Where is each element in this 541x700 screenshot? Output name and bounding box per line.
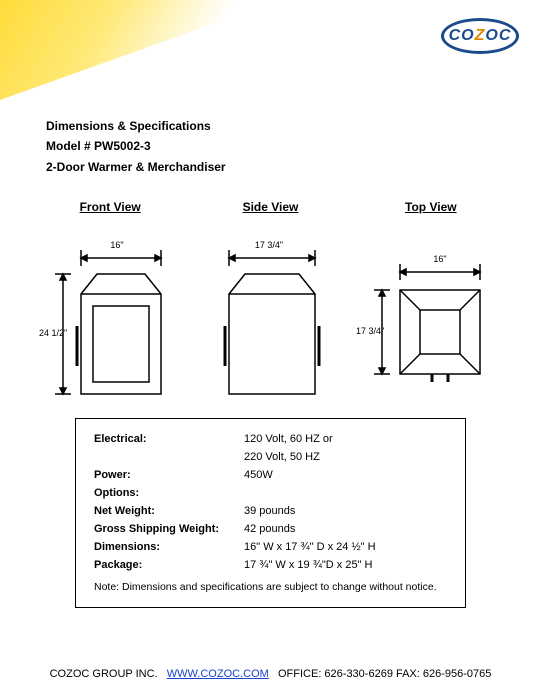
front-height-dim: 24 1/2" [39, 328, 67, 338]
top-view: Top View [356, 200, 506, 406]
side-width-dim: 17 3/4" [255, 240, 283, 250]
package-val: 17 ¾" W x 19 ¾"D x 25" H [244, 559, 447, 571]
front-view-title: Front View [80, 200, 141, 214]
spec-row-gross: Gross Shipping Weight: 42 pounds [94, 523, 447, 535]
power-label: Power: [94, 469, 244, 481]
spec-row-package: Package: 17 ¾" W x 19 ¾"D x 25" H [94, 559, 447, 571]
side-view-drawing: 17 3/4" [195, 236, 345, 406]
electrical-val2: 220 Volt, 50 HZ [244, 451, 447, 463]
front-view: Front View [35, 200, 185, 406]
power-val: 450W [244, 469, 447, 481]
spec-row-electrical: Electrical: 120 Volt, 60 HZ or [94, 433, 447, 445]
top-depth-dim: 17 3/4" [356, 326, 384, 336]
top-view-title: Top View [405, 200, 457, 214]
title-line3: 2-Door Warmer & Merchandiser [46, 157, 226, 177]
title-block: Dimensions & Specifications Model # PW50… [46, 116, 226, 177]
side-view-title: Side View [243, 200, 299, 214]
spec-row-power: Power: 450W [94, 469, 447, 481]
dimensions-val: 16" W x 17 ¾" D x 24 ½" H [244, 541, 447, 553]
logo-text-1: CO [449, 27, 475, 45]
spec-row-options: Options: [94, 487, 447, 499]
footer-contact: OFFICE: 626-330-6269 FAX: 626-956-0765 [278, 668, 491, 680]
title-line1: Dimensions & Specifications [46, 116, 226, 136]
netweight-label: Net Weight: [94, 505, 244, 517]
options-val [244, 487, 447, 499]
spec-row-netweight: Net Weight: 39 pounds [94, 505, 447, 517]
footer-url[interactable]: WWW.COZOC.COM [167, 668, 269, 680]
electrical-val1: 120 Volt, 60 HZ or [244, 433, 447, 445]
spec-row-dimensions: Dimensions: 16" W x 17 ¾" D x 24 ½" H [94, 541, 447, 553]
side-view: Side View 17 3/4" [195, 200, 345, 406]
footer-company: COZOC GROUP INC. [50, 668, 158, 680]
top-width-dim: 16" [433, 254, 446, 264]
title-line2: Model # PW5002-3 [46, 136, 226, 156]
dimensions-label: Dimensions: [94, 541, 244, 553]
logo-text-2: OC [485, 27, 511, 45]
spec-note: Note: Dimensions and specifications are … [94, 581, 447, 593]
views-row: Front View [0, 200, 541, 406]
electrical-label: Electrical: [94, 433, 244, 445]
netweight-val: 39 pounds [244, 505, 447, 517]
package-label: Package: [94, 559, 244, 571]
top-view-drawing: 16" 17 3/4" [356, 236, 506, 406]
front-width-dim: 16" [111, 240, 124, 250]
options-label: Options: [94, 487, 244, 499]
brand-logo: COZOC [441, 18, 519, 54]
header-accent [0, 0, 280, 100]
spec-box: Electrical: 120 Volt, 60 HZ or 220 Volt,… [75, 418, 466, 608]
front-view-drawing: 16" 24 1/2" [35, 236, 185, 406]
footer: COZOC GROUP INC. WWW.COZOC.COM OFFICE: 6… [0, 668, 541, 680]
spec-row-electrical2: 220 Volt, 50 HZ [94, 451, 447, 463]
gross-label: Gross Shipping Weight: [94, 523, 244, 535]
logo-text-z: Z [475, 27, 486, 45]
gross-val: 42 pounds [244, 523, 447, 535]
